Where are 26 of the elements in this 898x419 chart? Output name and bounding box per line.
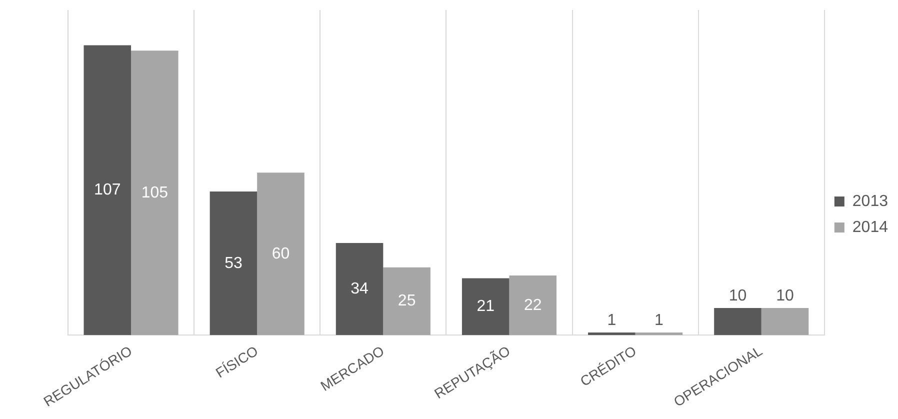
bar	[336, 243, 384, 336]
data-label: 34	[350, 280, 369, 298]
data-label: 21	[476, 298, 495, 316]
bar	[257, 172, 304, 336]
legend-label: 2013	[852, 192, 888, 210]
data-label: 107	[94, 182, 121, 199]
bar	[131, 50, 178, 336]
bar	[588, 332, 636, 336]
data-label: 25	[398, 292, 416, 310]
data-label: 22	[524, 296, 542, 314]
data-label: 10	[776, 287, 794, 304]
legend-label: 2014	[852, 218, 888, 236]
bar	[509, 276, 557, 336]
data-label: 105	[141, 184, 168, 202]
bar	[210, 192, 258, 336]
data-label: 1	[654, 312, 664, 329]
bar	[462, 278, 510, 336]
data-label: 53	[224, 254, 242, 272]
data-label: 10	[728, 287, 747, 304]
bar	[635, 332, 683, 336]
bar	[84, 45, 132, 336]
data-label: 60	[272, 245, 290, 262]
bar	[383, 267, 430, 336]
bar	[761, 308, 809, 336]
data-label: 1	[607, 312, 616, 329]
bar	[714, 308, 762, 336]
